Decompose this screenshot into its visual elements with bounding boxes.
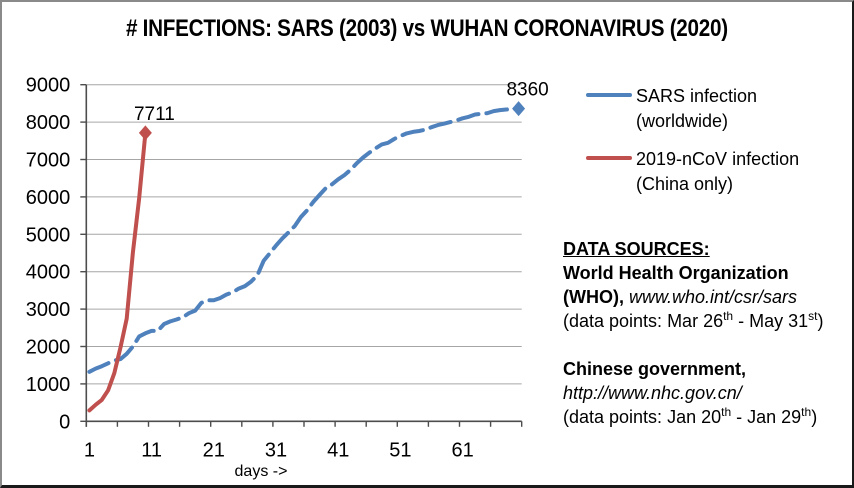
y-tick-label: 4000	[26, 262, 71, 284]
y-tick-label: 2000	[26, 337, 71, 359]
x-tick-label: 1	[84, 439, 95, 461]
x-tick-label: 51	[389, 439, 411, 461]
y-tick-label: 9000	[26, 75, 71, 97]
y-tick-label: 7000	[26, 150, 71, 172]
cn-source-range: (data points: Jan 20th - Jan 29th)	[563, 405, 818, 427]
series-end-marker-1	[138, 125, 152, 141]
series-line-0	[87, 106, 521, 374]
series-line-1	[87, 130, 148, 413]
ncov-line-swatch	[586, 156, 632, 160]
who-source-name: World Health Organization	[563, 263, 789, 283]
x-tick-label: 11	[141, 439, 162, 461]
y-tick-label: 3000	[26, 299, 71, 321]
x-axis-label: days ->	[234, 463, 288, 480]
sources-gap	[563, 333, 823, 357]
who-source-range: (data points: Mar 26th - May 31st)	[563, 309, 824, 331]
data-sources-block: DATA SOURCES: World Health Organization …	[563, 237, 823, 429]
y-tick-label: 1000	[26, 374, 71, 396]
who-source-url: www.who.int/csr/sars	[629, 287, 798, 307]
series-end-label-1: 7711	[134, 104, 175, 125]
chart-title: # INFECTIONS: SARS (2003) vs WUHAN CORON…	[2, 15, 852, 43]
legend-label-sars: SARS infection (worldwide)	[636, 86, 758, 131]
cn-source-url: http://www.nhc.gov.cn/	[563, 383, 742, 403]
series-end-label-0: 8360	[506, 80, 548, 101]
y-tick-label: 8000	[26, 112, 71, 134]
x-tick-label: 21	[203, 439, 225, 461]
y-tick-label: 0	[59, 411, 70, 433]
legend-item-sars: SARS infection (worldwide)	[586, 84, 799, 134]
y-tick-label: 6000	[26, 187, 71, 209]
x-tick-label: 61	[451, 439, 473, 461]
chart-title-text: # INFECTIONS: SARS (2003) vs WUHAN CORON…	[126, 15, 728, 42]
chart-legend: SARS infection (worldwide) 2019-nCoV inf…	[586, 84, 799, 210]
y-tick-label: 5000	[26, 224, 71, 246]
sars-line-swatch	[586, 93, 632, 97]
legend-label-ncov: 2019-nCoV infection (China only)	[636, 149, 800, 194]
series-end-marker-0	[512, 101, 526, 117]
x-tick-label: 41	[327, 439, 349, 461]
data-sources-heading: DATA SOURCES:	[563, 239, 710, 259]
who-source-url-line: (WHO), www.who.int/csr/sars	[563, 287, 798, 307]
cn-source-name: Chinese government,	[563, 359, 747, 379]
x-tick-label: 31	[265, 439, 287, 461]
legend-item-ncov: 2019-nCoV infection (China only)	[586, 147, 799, 197]
